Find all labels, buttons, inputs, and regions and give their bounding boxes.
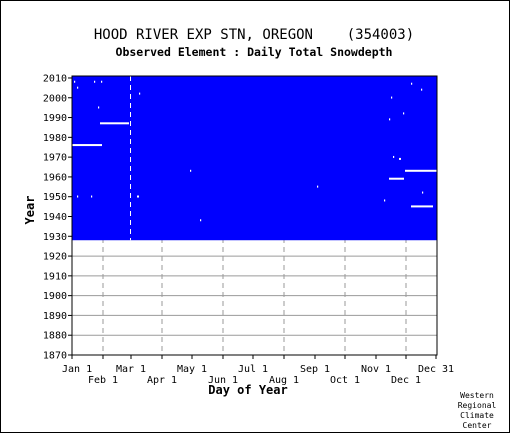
missing-gap: [421, 88, 423, 91]
missing-gap: [74, 80, 76, 83]
y-tick-label: 2010: [43, 73, 67, 84]
y-tick-label: 1960: [43, 172, 67, 183]
missing-gap: [389, 177, 404, 180]
y-tick-label: 1980: [43, 133, 67, 144]
y-axis: 1870 1880 1890 1900 1910 1920 1930 1940 1950 1960…: [43, 73, 72, 362]
missing-gap: [405, 169, 437, 172]
missing-gap: [77, 195, 79, 198]
x-tick-label: Oct 1: [330, 375, 360, 386]
y-tick-label: 1970: [43, 153, 67, 164]
missing-gap: [411, 82, 413, 85]
missing-gap: [91, 195, 93, 198]
y-axis-label: Year: [23, 196, 37, 225]
x-tick-label: Dec 1: [391, 375, 421, 386]
missing-gap: [98, 106, 100, 109]
missing-gap: [411, 205, 433, 208]
x-tick-label: Apr 1: [147, 375, 177, 386]
x-tick-label: Jun 1: [208, 375, 238, 386]
missing-gap: [389, 118, 391, 121]
credit-line-3: Climate: [460, 411, 494, 420]
missing-gap: [139, 92, 141, 95]
missing-gap: [190, 169, 192, 172]
chart-subtitle: Observed Element : Daily Total Snowdepth: [116, 45, 393, 59]
x-tick-label: Aug 1: [269, 375, 299, 386]
x-tick-label: Mar 1: [116, 364, 146, 375]
y-tick-label: 1990: [43, 113, 67, 124]
y-tick-label: 1910: [43, 271, 67, 282]
y-tick-label: 1880: [43, 331, 67, 342]
credit-line-4: Center: [463, 421, 492, 430]
missing-gap: [317, 185, 319, 188]
y-tick-label: 1930: [43, 232, 67, 243]
missing-gap: [94, 80, 96, 83]
x-tick-label: Jan 1: [62, 364, 92, 375]
x-tick-label: Nov 1: [361, 364, 391, 375]
x-tick-label: Jul 1: [238, 364, 268, 375]
y-tick-label: 1940: [43, 212, 67, 223]
observed-data-block: [72, 76, 437, 241]
credit-line-1: Western: [460, 391, 494, 400]
missing-gap: [72, 144, 102, 147]
missing-gap: [403, 112, 405, 115]
y-tick-label: 1950: [43, 192, 67, 203]
missing-gap: [391, 96, 393, 99]
missing-gap: [100, 122, 129, 125]
credit-line-2: Regional: [458, 401, 497, 410]
missing-gap: [393, 155, 395, 158]
missing-gap: [200, 219, 202, 222]
missing-gap: [137, 195, 139, 198]
x-tick-label: Sep 1: [300, 364, 330, 375]
y-tick-label: 1920: [43, 252, 67, 263]
missing-gap: [77, 86, 79, 89]
credit-block: Western Regional Climate Center: [458, 391, 497, 430]
plot-area: [71, 75, 438, 356]
x-tick-label: Feb 1: [88, 375, 118, 386]
x-tick-label: Dec 31: [418, 364, 454, 375]
missing-gaps: [72, 80, 437, 222]
plot-border: [71, 75, 438, 356]
missing-gap: [384, 199, 386, 202]
y-tick-label: 1890: [43, 311, 67, 322]
missing-gap: [422, 191, 424, 194]
y-tick-label: 1900: [43, 291, 67, 302]
missing-gap: [101, 80, 103, 83]
y-tick-label: 1870: [43, 351, 67, 362]
x-axis-label: Day of Year: [208, 383, 287, 397]
y-tick-label: 2000: [43, 93, 67, 104]
x-axis: Jan 1 Mar 1 May 1 Jul 1 Sep 1 Nov 1 Dec 31 Feb …: [62, 355, 454, 386]
chart-title: HOOD RIVER EXP STN, OREGON (354003): [94, 27, 414, 43]
missing-gap: [399, 157, 401, 160]
x-tick-label: May 1: [177, 364, 207, 375]
